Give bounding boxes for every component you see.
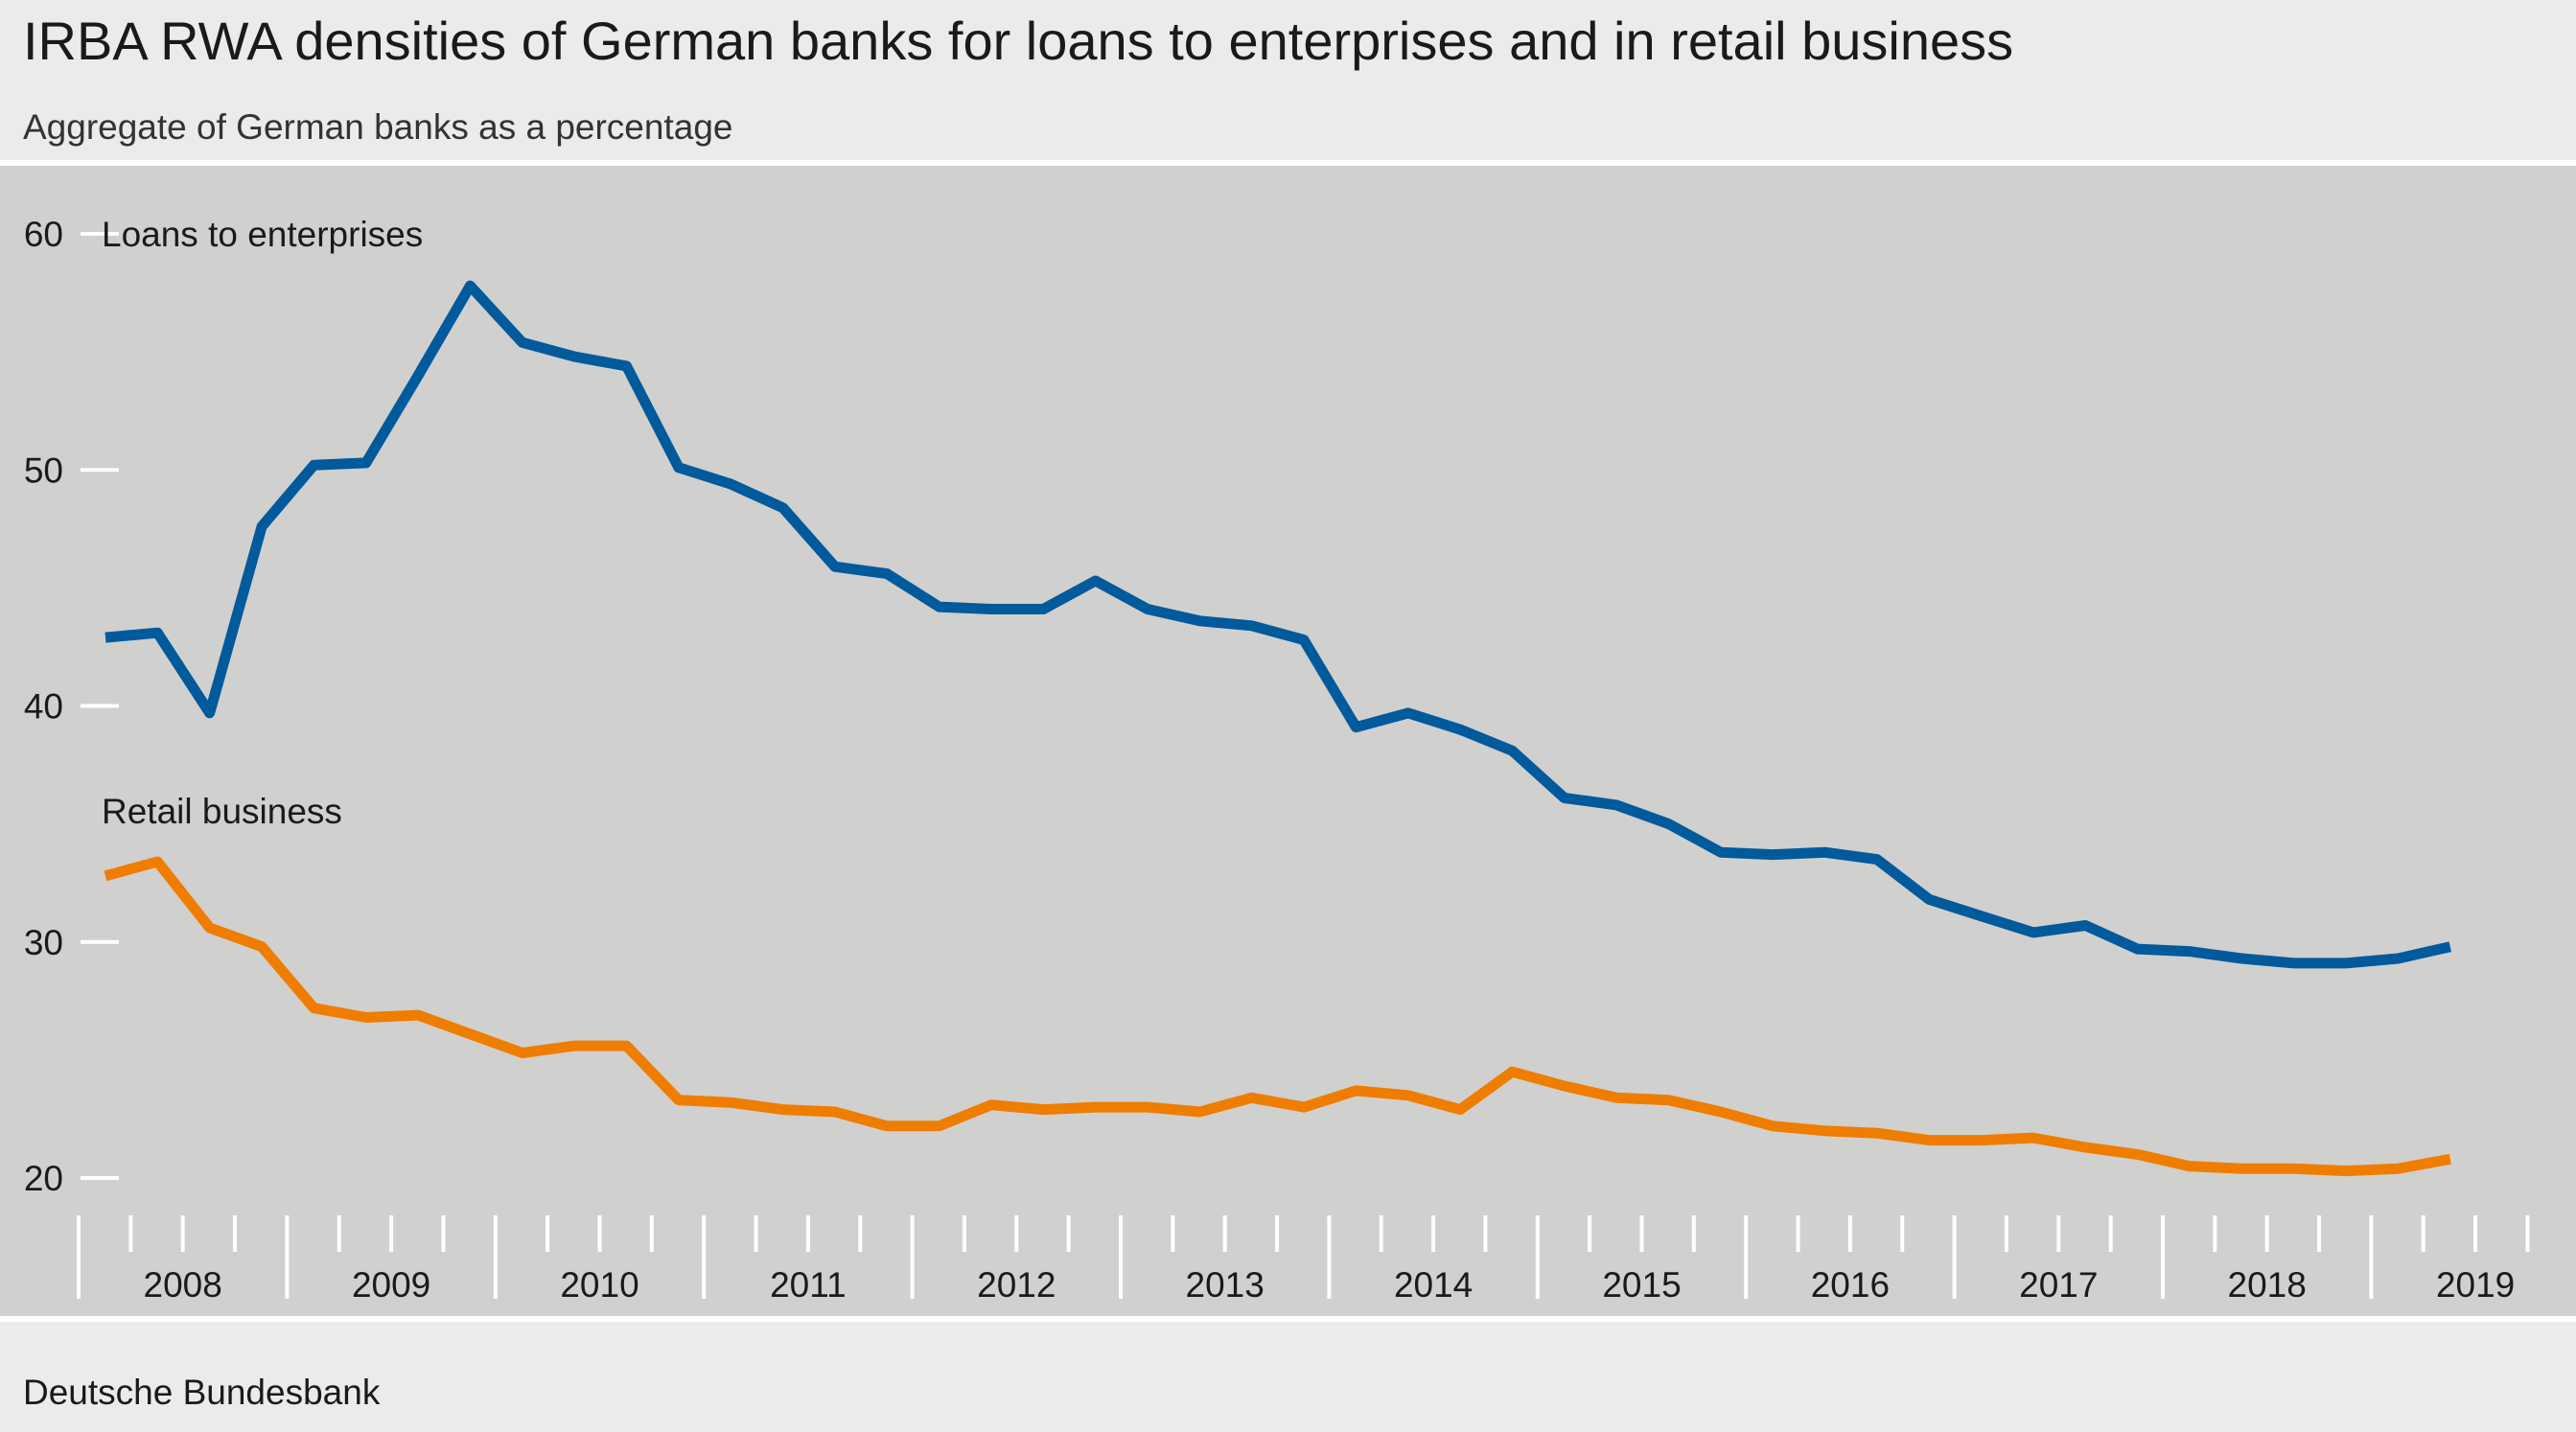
footer-divider [0, 1316, 2576, 1322]
x-tick-label: 2015 [1602, 1265, 1681, 1305]
series-labels: Loans to enterprises Retail business [102, 215, 423, 831]
x-tick-label: 2018 [2228, 1265, 2307, 1305]
plot-area: 20 30 40 50 60 2008 2009 2010 2011 2012 2013 2014 2… [0, 166, 2576, 1316]
x-tick-label: 2019 [2436, 1265, 2515, 1305]
y-tick-label: 40 [24, 687, 63, 727]
x-axis: 2008 2009 2010 2011 2012 2013 2014 2015 2016 2017… [77, 1215, 2530, 1305]
x-tick-label: 2009 [352, 1265, 430, 1305]
x-tick-label: 2013 [1186, 1265, 1265, 1305]
y-axis: 20 30 40 50 60 [24, 215, 119, 1198]
x-tick-label: 2014 [1394, 1265, 1473, 1305]
source-note: Deutsche Bundesbank [23, 1373, 381, 1412]
y-tick-label: 60 [24, 215, 63, 254]
series-line-retail [104, 856, 2451, 1177]
y-tick-label: 30 [24, 923, 63, 962]
y-tick-label: 50 [24, 450, 63, 490]
chart-subtitle: Aggregate of German banks as a percentag… [23, 107, 733, 147]
header-divider [0, 160, 2576, 166]
x-tick-label: 2011 [770, 1265, 847, 1305]
x-tick-label: 2012 [977, 1265, 1056, 1305]
x-tick-label: 2010 [560, 1265, 638, 1305]
series-line-enterprises [104, 280, 2452, 969]
chart-title: IRBA RWA densities of German banks for l… [23, 11, 2014, 71]
series-label-retail: Retail business [102, 792, 342, 831]
series-label-enterprises: Loans to enterprises [102, 215, 423, 254]
series-lines [104, 280, 2452, 1177]
x-tick-label: 2016 [1811, 1265, 1890, 1305]
y-tick-label: 20 [24, 1159, 63, 1198]
x-tick-label: 2008 [144, 1265, 222, 1305]
x-tick-label: 2017 [2019, 1265, 2098, 1305]
